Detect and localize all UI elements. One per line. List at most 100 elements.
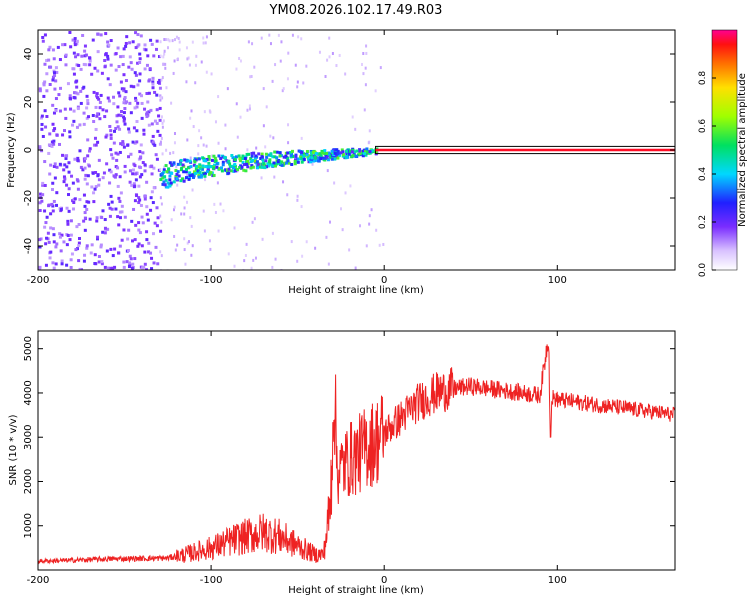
noise-cell [154,153,158,157]
noise-cell [83,44,87,48]
noise-cell [74,91,78,95]
noise-cell [138,92,142,96]
noise-cell [54,97,58,101]
noise-cell [94,171,98,175]
noise-cell [129,84,133,88]
noise-cell [137,201,141,205]
faint-noise-cell [183,248,186,252]
trace-cell [231,156,235,160]
noise-cell [103,226,107,230]
faint-noise-cell [286,77,289,81]
noise-cell [133,238,137,242]
noise-cell [68,30,72,34]
noise-cell [103,231,107,235]
trace-cell [364,150,368,154]
noise-cell [147,250,151,254]
noise-cell [68,130,72,134]
faint-noise-cell [249,75,252,79]
snr-ytick-label: 3000 [23,424,34,449]
trace-cell [161,182,165,186]
noise-cell [158,118,162,122]
faint-noise-cell [296,194,299,198]
noise-cell [45,58,49,62]
trace-cell [307,156,311,160]
noise-cell [153,119,157,123]
faint-noise-cell [191,244,194,248]
trace-cell [229,169,233,173]
faint-noise-cell [239,115,242,119]
noise-cell [147,79,151,83]
trace-cell [299,152,303,156]
faint-noise-cell [365,44,368,48]
noise-cell [79,89,83,93]
noise-cell [72,200,76,204]
noise-cell [136,33,140,37]
noise-cell [69,265,73,269]
noise-cell [41,134,45,138]
trace-cell [262,162,266,166]
trace-cell [258,165,262,169]
faint-noise-cell [160,136,163,140]
noise-cell [85,246,89,250]
colorbar-tick-label: 0.8 [698,71,708,86]
faint-noise-cell [287,123,290,127]
faint-noise-cell [297,35,300,39]
noise-cell [102,171,106,175]
noise-cell [73,40,77,44]
trace-cell [272,161,276,165]
noise-cell [115,114,119,118]
noise-cell [51,75,55,79]
trace-cell [301,154,305,158]
trace-cell [250,164,254,168]
snr-ylabel: SNR (10 * v/v) [8,414,19,485]
noise-cell [125,35,129,39]
trace-cell [233,169,237,173]
trace-cell [280,163,284,167]
trace-cell [339,151,343,155]
faint-noise-cell [269,134,272,138]
faint-noise-cell [175,165,178,169]
trace-cell [213,163,217,167]
noise-cell [83,204,87,208]
noise-cell [43,109,47,113]
noise-cell [142,128,146,132]
noise-cell [129,111,133,115]
trace-cell [309,151,313,155]
noise-cell [88,59,92,63]
noise-cell [139,34,143,38]
noise-cell [139,143,143,147]
noise-cell [140,244,144,248]
noise-cell [67,187,71,191]
noise-cell [138,79,142,83]
noise-cell [95,216,99,220]
noise-cell [66,219,70,223]
noise-cell [150,172,154,176]
noise-cell [43,209,47,213]
trace-cell [310,156,314,160]
trace-cell [223,155,227,159]
trace-cell [190,173,194,177]
noise-cell [139,155,143,159]
noise-cell [99,93,103,97]
faint-noise-cell [291,33,294,37]
trace-cell [215,165,219,169]
noise-cell [51,48,55,52]
noise-cell [155,93,159,97]
noise-cell [107,202,111,206]
faint-noise-cell [305,64,308,68]
faint-noise-cell [217,229,220,233]
faint-noise-cell [335,64,338,68]
trace-cell [237,154,241,158]
faint-noise-cell [286,193,289,197]
faint-noise-cell [282,87,285,91]
trace-cell [220,166,224,170]
noise-cell [47,143,51,147]
trace-cell [241,157,245,161]
noise-cell [134,178,138,182]
colorbar-gradient [711,29,738,271]
noise-cell [127,130,131,134]
noise-cell [60,262,64,266]
spectrogram-xtick-label: 100 [548,275,567,286]
trace-cell [353,150,357,154]
noise-cell [71,181,75,185]
